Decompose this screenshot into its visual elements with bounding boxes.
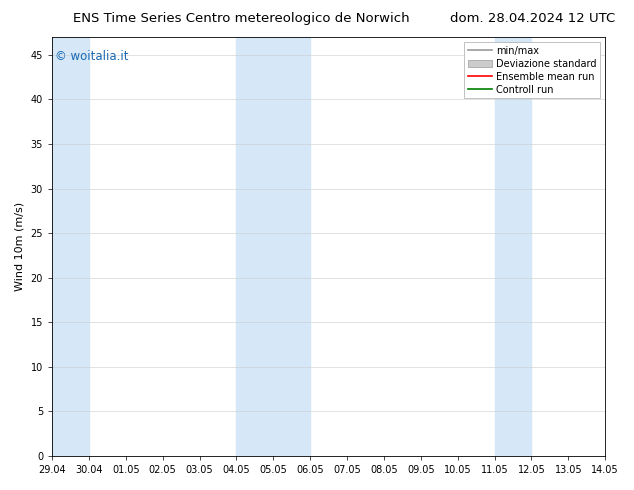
Legend: min/max, Deviazione standard, Ensemble mean run, Controll run: min/max, Deviazione standard, Ensemble m…	[464, 42, 600, 98]
Bar	[52, 37, 89, 456]
Text: © woitalia.it: © woitalia.it	[55, 49, 128, 63]
Y-axis label: Wind 10m (m/s): Wind 10m (m/s)	[15, 202, 25, 291]
Bar	[236, 37, 310, 456]
Bar	[495, 37, 531, 456]
Text: ENS Time Series Centro metereologico de Norwich: ENS Time Series Centro metereologico de …	[73, 12, 409, 25]
Text: dom. 28.04.2024 12 UTC: dom. 28.04.2024 12 UTC	[450, 12, 615, 25]
